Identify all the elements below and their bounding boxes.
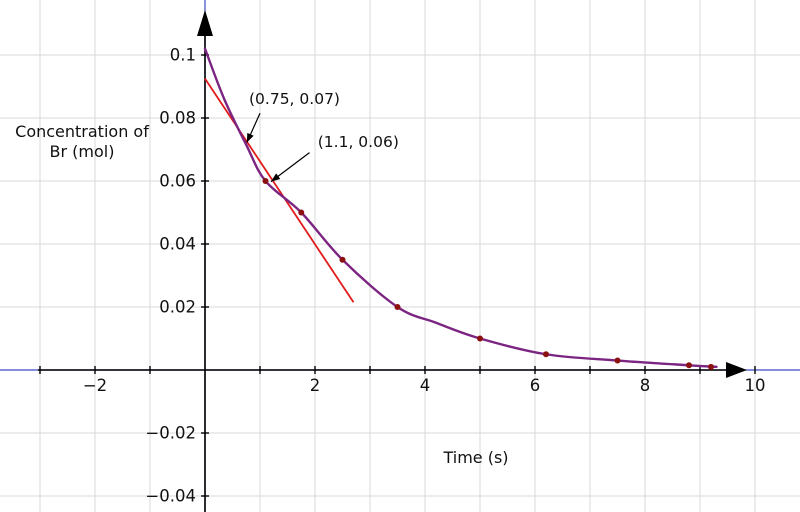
data-point: [477, 335, 483, 342]
annotation-arrowhead-icon: [246, 132, 254, 143]
y-tick-label: 0.08: [159, 109, 196, 128]
x-tick-label: −2: [83, 376, 107, 395]
x-tick-label: 6: [530, 376, 541, 395]
x-tick-label: 10: [745, 376, 766, 395]
y-tick-label: −0.02: [145, 424, 196, 443]
annotation-text: (1.1, 0.06): [318, 133, 399, 151]
y-tick-label: −0.04: [145, 487, 196, 506]
x-axis-arrow-icon: [726, 362, 747, 378]
y-tick-label: 0.02: [159, 298, 196, 317]
data-point: [686, 362, 692, 369]
data-point: [543, 351, 549, 358]
data-point: [614, 357, 621, 364]
data-point: [339, 256, 346, 263]
x-tick-label: 8: [640, 376, 651, 395]
x-tick-label: 4: [420, 376, 431, 395]
y-tick-label: 0.04: [159, 235, 196, 254]
annotation-text: (0.75, 0.07): [249, 90, 340, 108]
data-point: [394, 304, 401, 310]
x-tick-label: 2: [310, 376, 321, 395]
y-axis-title: Concentration of Br (mol): [15, 122, 149, 161]
data-point: [298, 209, 305, 216]
x-axis-title: Time (s): [443, 448, 509, 467]
y-axis-arrow-icon: [197, 10, 213, 36]
data-point: [708, 363, 714, 370]
data-point: [262, 178, 269, 184]
y-tick-label: 0.06: [159, 172, 196, 191]
y-tick-label: 0.1: [170, 46, 196, 65]
tangent-line: [204, 78, 355, 303]
annotation-arrowhead-icon: [271, 173, 281, 182]
